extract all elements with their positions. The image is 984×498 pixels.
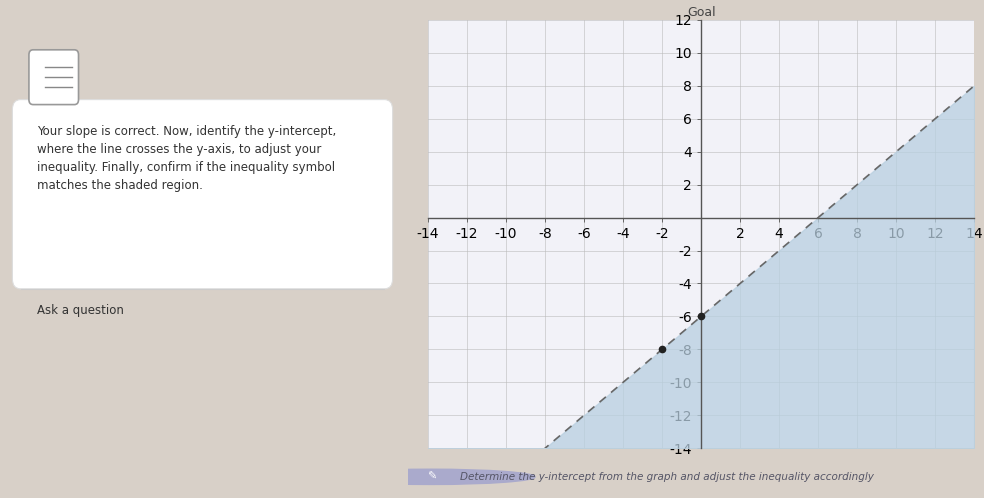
Circle shape [328,469,535,485]
FancyBboxPatch shape [13,100,393,289]
Text: Your slope is correct. Now, identify the y-intercept,
where the line crosses the: Your slope is correct. Now, identify the… [37,124,337,192]
FancyBboxPatch shape [29,50,79,105]
Text: ✎: ✎ [427,472,436,482]
Title: Goal: Goal [687,6,715,19]
Text: Determine the y-intercept from the graph and adjust the inequality accordingly: Determine the y-intercept from the graph… [461,472,874,482]
Text: Ask a question: Ask a question [37,304,124,317]
